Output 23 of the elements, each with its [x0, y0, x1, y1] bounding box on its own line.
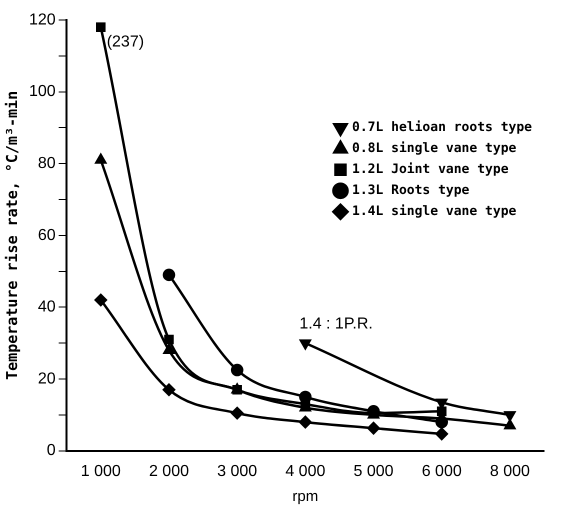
y-tick-label: 60	[38, 226, 56, 244]
y-tick-label: 100	[28, 83, 56, 100]
legend-label: 1.2L Joint vane type	[352, 162, 509, 178]
x-tick-label: 3 000	[217, 462, 258, 480]
x-tick-label: 6 000	[422, 462, 462, 480]
y-tick-label: 120	[28, 11, 56, 28]
x-tick-label: 8 000	[490, 462, 530, 480]
x-tick-label: 1 000	[80, 462, 121, 480]
annotation: (237)	[106, 33, 144, 50]
y-tick-label: 0	[46, 442, 56, 460]
legend-label: 1.4L single vane type	[352, 204, 517, 220]
y-tick-label: 40	[38, 298, 56, 316]
x-axis-title: rpm	[292, 488, 318, 506]
y-tick-label: 80	[38, 155, 56, 172]
legend-label: 0.7L helioan roots type	[352, 120, 532, 136]
y-tick-label: 20	[38, 370, 56, 388]
legend-label: 1.3L Roots type	[352, 183, 470, 198]
legend-label: 0.8L single vane type	[352, 141, 517, 156]
x-tick-label: 4 000	[285, 462, 326, 480]
x-tick-label: 5 000	[354, 462, 394, 480]
annotation: 1.4 : 1P.R.	[299, 316, 373, 333]
x-tick-label: 2 000	[148, 462, 190, 480]
y-axis-title: Temperature rise rate, °C/m³-min	[2, 90, 21, 380]
